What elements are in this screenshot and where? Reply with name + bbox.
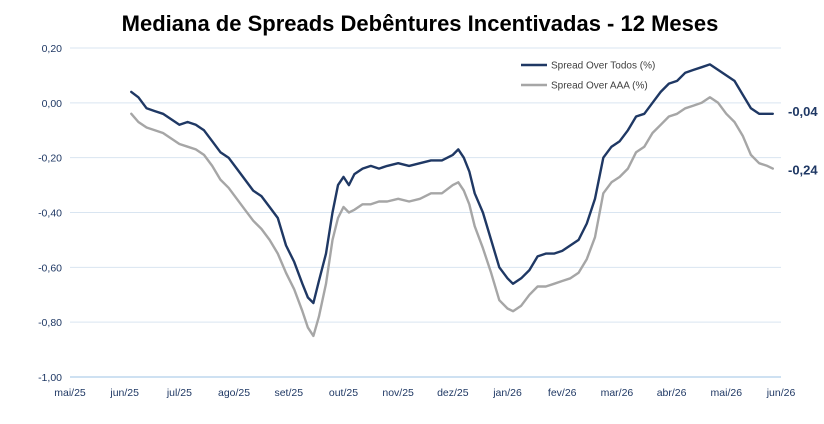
x-tick-label: jun/25 bbox=[109, 387, 139, 399]
x-tick-label: jun/26 bbox=[766, 387, 796, 399]
x-tick-label: mar/26 bbox=[601, 387, 634, 399]
x-tick-label: set/25 bbox=[274, 387, 303, 399]
x-tick-label: jan/26 bbox=[492, 387, 522, 399]
series-end-label: -0,04 bbox=[788, 104, 818, 119]
legend-label: Spread Over Todos (%) bbox=[551, 61, 655, 72]
y-tick-label: -0,60 bbox=[38, 262, 62, 274]
x-tick-label: ago/25 bbox=[218, 387, 250, 399]
series-lines bbox=[130, 63, 774, 338]
y-tick-label: -0,80 bbox=[38, 317, 62, 329]
x-tick-label: mai/26 bbox=[711, 387, 743, 399]
legend-label: Spread Over AAA (%) bbox=[551, 81, 648, 92]
x-tick-label: nov/25 bbox=[382, 387, 414, 399]
end-labels: -0,04 -0,24 bbox=[788, 104, 818, 178]
y-tick-label: 0,20 bbox=[42, 43, 63, 55]
x-tick-label: jul/25 bbox=[166, 387, 192, 399]
chart-title: Mediana de Spreads Debêntures Incentivad… bbox=[122, 11, 719, 36]
gridlines bbox=[70, 47, 781, 378]
series-end-label: -0,24 bbox=[788, 163, 818, 178]
x-tick-label: mai/25 bbox=[54, 387, 86, 399]
series-line bbox=[130, 63, 774, 305]
x-tick-label: dez/25 bbox=[437, 387, 469, 399]
x-tick-label: fev/26 bbox=[548, 387, 577, 399]
y-tick-label: -0,20 bbox=[38, 153, 62, 165]
y-tick-label: 0,00 bbox=[42, 98, 63, 110]
legend: Spread Over Todos (%) Spread Over AAA (%) bbox=[521, 61, 655, 92]
x-tick-label: abr/26 bbox=[657, 387, 687, 399]
series-line bbox=[130, 96, 774, 338]
x-tick-label: out/25 bbox=[329, 387, 358, 399]
x-axis-labels: mai/25 jun/25 jul/25 ago/25 set/25 out/25 nov/… bbox=[54, 387, 795, 399]
y-axis-labels: 0,20 0,00 -0,20 -0,40 -0,60 -0,80 -1,00 bbox=[38, 43, 62, 384]
y-tick-label: -1,00 bbox=[38, 372, 62, 384]
y-tick-label: -0,40 bbox=[38, 208, 62, 220]
